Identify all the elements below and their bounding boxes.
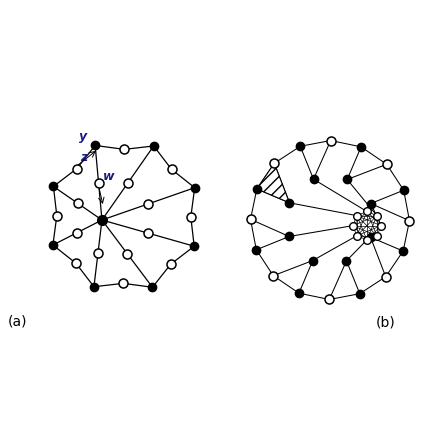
Text: z: z [80, 151, 87, 164]
Text: y: y [79, 130, 87, 143]
Text: (a): (a) [7, 315, 27, 329]
Text: w: w [103, 170, 114, 183]
Polygon shape [257, 163, 290, 203]
Text: (b): (b) [376, 315, 396, 330]
